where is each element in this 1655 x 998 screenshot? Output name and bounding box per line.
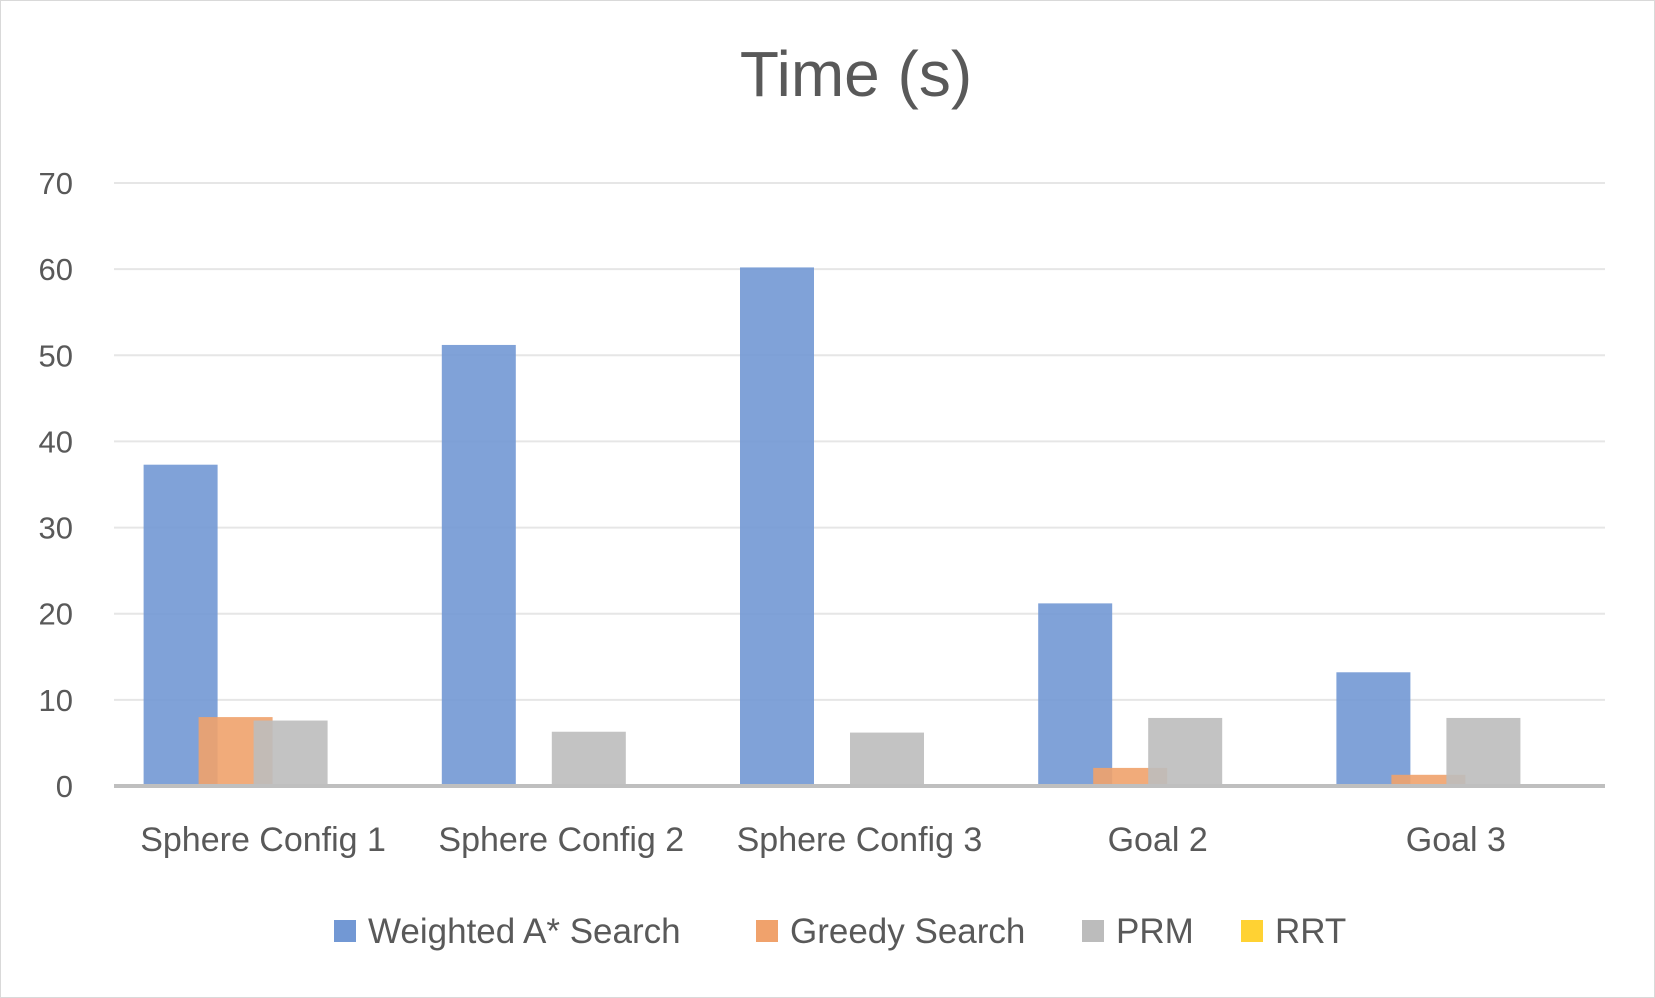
- y-axis-ticks: 0 10 20 30 40 50 60 70: [39, 166, 73, 804]
- category-label: Sphere Config 3: [737, 821, 983, 859]
- category-label: Goal 2: [1108, 821, 1208, 859]
- y-tick-label: 10: [39, 683, 73, 718]
- legend-swatch: [1082, 920, 1104, 942]
- y-tick-label: 0: [56, 769, 73, 804]
- bar: [1391, 774, 1466, 786]
- category-label: Goal 3: [1406, 821, 1506, 859]
- bar: [1148, 717, 1223, 786]
- gridlines: [114, 182, 1605, 701]
- category-label: Sphere Config 1: [140, 821, 386, 859]
- legend-label: RRT: [1275, 912, 1346, 951]
- legend-label: PRM: [1116, 912, 1194, 951]
- category-labels: Sphere Config 1 Sphere Config 2 Sphere Con…: [140, 821, 1506, 859]
- bars: [143, 267, 1521, 786]
- y-tick-label: 20: [39, 597, 73, 632]
- legend-swatch: [1241, 920, 1263, 942]
- y-tick-label: 60: [39, 252, 73, 287]
- bar: [740, 267, 814, 786]
- bar: [441, 344, 516, 786]
- bar: [850, 732, 924, 786]
- bar: [551, 731, 626, 786]
- bar: [1446, 717, 1521, 786]
- y-tick-label: 30: [39, 511, 73, 546]
- y-tick-label: 70: [39, 166, 73, 201]
- bar: [253, 720, 328, 786]
- legend-swatch: [334, 920, 356, 942]
- bar: [1038, 603, 1113, 786]
- legend-label: Greedy Search: [790, 912, 1025, 951]
- legend-label: Weighted A* Search: [368, 912, 681, 951]
- y-tick-label: 50: [39, 338, 73, 373]
- category-label: Sphere Config 2: [438, 821, 684, 859]
- bar: [1336, 672, 1411, 786]
- legend: Weighted A* Search Greedy Search PRM RRT: [334, 912, 1346, 951]
- chart-title: Time (s): [740, 38, 972, 110]
- legend-swatch: [756, 920, 778, 942]
- y-tick-label: 40: [39, 424, 73, 459]
